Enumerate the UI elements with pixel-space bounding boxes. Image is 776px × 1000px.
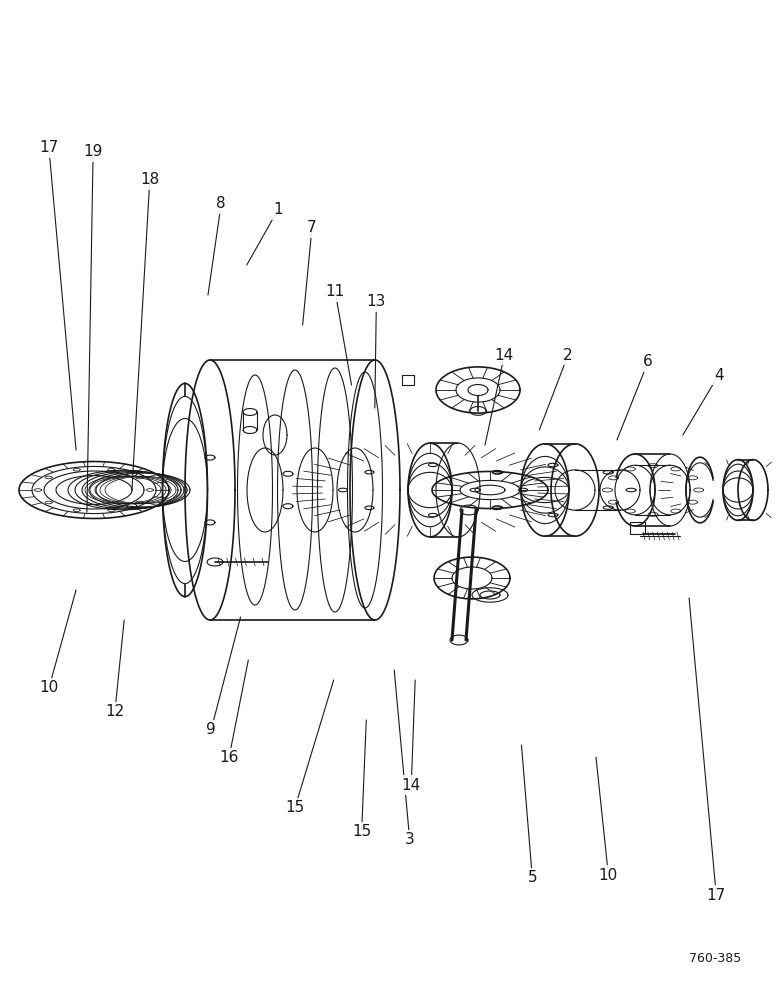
- Text: 6: 6: [643, 355, 653, 369]
- Text: 18: 18: [140, 172, 159, 188]
- Text: 9: 9: [206, 722, 216, 738]
- Text: 17: 17: [40, 140, 58, 155]
- Text: 10: 10: [40, 680, 58, 696]
- Text: 10: 10: [599, 867, 618, 882]
- Bar: [630, 522, 645, 534]
- Bar: [402, 375, 414, 385]
- Text: 2: 2: [563, 348, 573, 362]
- Text: 5: 5: [528, 870, 537, 886]
- Text: 15: 15: [352, 824, 371, 840]
- Text: 13: 13: [367, 294, 386, 310]
- Text: 17: 17: [707, 888, 726, 902]
- Text: 12: 12: [106, 704, 124, 720]
- Text: 1: 1: [273, 202, 282, 218]
- Text: 4: 4: [714, 367, 723, 382]
- Text: 16: 16: [220, 750, 238, 766]
- Text: 14: 14: [495, 348, 514, 362]
- Text: 760-385: 760-385: [689, 952, 741, 965]
- Text: 14: 14: [402, 778, 421, 792]
- Text: 11: 11: [326, 284, 345, 300]
- Text: 19: 19: [84, 144, 102, 159]
- Text: 15: 15: [286, 800, 304, 816]
- Text: 7: 7: [307, 221, 317, 235]
- Text: 3: 3: [405, 832, 414, 848]
- Text: 8: 8: [217, 196, 226, 212]
